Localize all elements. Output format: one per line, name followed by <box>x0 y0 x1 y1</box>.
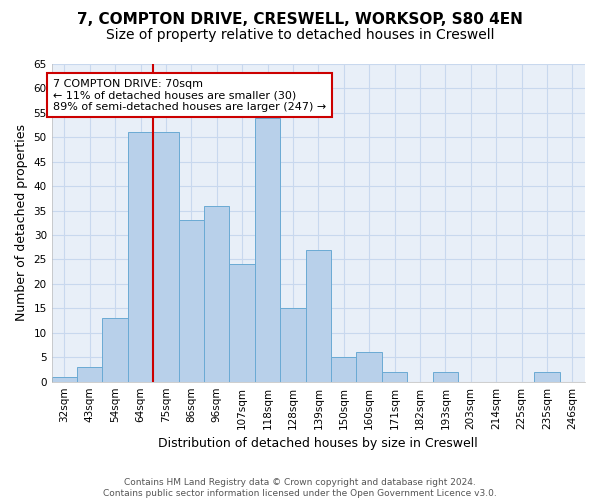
Bar <box>229 264 255 382</box>
Bar <box>153 132 179 382</box>
Bar <box>52 377 77 382</box>
Y-axis label: Number of detached properties: Number of detached properties <box>15 124 28 322</box>
Bar <box>382 372 407 382</box>
Text: Size of property relative to detached houses in Creswell: Size of property relative to detached ho… <box>106 28 494 42</box>
Text: Contains HM Land Registry data © Crown copyright and database right 2024.
Contai: Contains HM Land Registry data © Crown c… <box>103 478 497 498</box>
Bar <box>305 250 331 382</box>
Text: 7, COMPTON DRIVE, CRESWELL, WORKSOP, S80 4EN: 7, COMPTON DRIVE, CRESWELL, WORKSOP, S80… <box>77 12 523 28</box>
Bar <box>204 206 229 382</box>
X-axis label: Distribution of detached houses by size in Creswell: Distribution of detached houses by size … <box>158 437 478 450</box>
Bar <box>103 318 128 382</box>
Bar <box>128 132 153 382</box>
Bar <box>433 372 458 382</box>
Bar <box>356 352 382 382</box>
Bar <box>280 308 305 382</box>
Bar <box>534 372 560 382</box>
Text: 7 COMPTON DRIVE: 70sqm
← 11% of detached houses are smaller (30)
89% of semi-det: 7 COMPTON DRIVE: 70sqm ← 11% of detached… <box>53 78 326 112</box>
Bar <box>331 357 356 382</box>
Bar <box>77 367 103 382</box>
Bar <box>255 118 280 382</box>
Bar <box>179 220 204 382</box>
